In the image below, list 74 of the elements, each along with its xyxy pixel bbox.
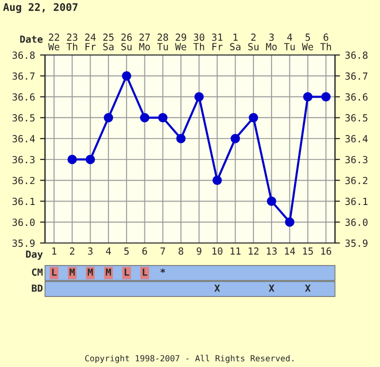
point (140, 112, 150, 122)
x-tick-label: 9 (196, 247, 202, 255)
point (212, 176, 222, 186)
y-tick-label: 36.8 (12, 52, 35, 59)
x2-tick-label: 5 We (302, 34, 314, 50)
y2-tick-label: 36.2 (345, 176, 368, 184)
y2-tick-label: 36.5 (345, 114, 368, 122)
x2-tick-label: 28 Tu (157, 34, 168, 50)
y2-tick-label: 35.9 (345, 240, 368, 247)
text: CM (32, 268, 43, 276)
x-tick-label: 14 (285, 248, 296, 255)
x2-tick-label: 23 Th (66, 34, 78, 50)
x-tick-label: 16 (321, 247, 332, 255)
x-tick-label: 13 (266, 247, 277, 255)
x2-axis-title: Date (20, 36, 43, 43)
y-tick-label: 36.4 (12, 135, 35, 142)
x-tick-label: 2 (70, 247, 74, 255)
y2-tick-label: 36.0 (345, 218, 368, 226)
text: X X X (214, 284, 311, 292)
text: BD (32, 284, 43, 292)
point (68, 154, 77, 164)
y-tick-label: 36.3 (12, 156, 35, 164)
text: Copyright 1998-2007 - All Rights Reserved. (85, 354, 294, 364)
x2-tick-label: 24 Fr (85, 34, 96, 50)
x2-tick-label: 6 Th (320, 34, 331, 50)
point (303, 92, 312, 102)
point (104, 112, 114, 122)
y-tick-label: 36.6 (12, 93, 35, 101)
y-tick-label: 35.9 (12, 240, 35, 247)
x-tick-label: 4 (106, 248, 111, 255)
point (176, 134, 186, 144)
x-tick-label: 7 (160, 248, 166, 255)
x-tick-label: 1 (52, 248, 56, 255)
y-tick-label: 36.7 (12, 72, 35, 80)
point (194, 92, 204, 102)
point (285, 217, 294, 227)
y2-tick-label: 36.4 (345, 135, 368, 142)
y-tick-label: 36.5 (12, 114, 34, 122)
x-tick-label: 8 (178, 247, 184, 255)
x-tick-label: 11 (230, 248, 241, 255)
x2-tick-label: 31 Fr (212, 34, 223, 50)
x2-tick-label: 27 Mo (139, 34, 150, 50)
x2-tick-label: 4 Tu (284, 34, 295, 50)
x-tick-label: 3 (88, 247, 93, 255)
x2-tick-label: 2 Su (248, 34, 258, 50)
point (230, 134, 240, 144)
x-tick-label: 6 (142, 247, 147, 255)
point (248, 112, 258, 122)
y2-tick-label: 36.3 (345, 156, 368, 164)
x2-tick-label: 26 Su (121, 34, 132, 50)
y2-tick-label: 36.8 (345, 52, 368, 59)
point (266, 196, 276, 206)
y2-tick-label: 36.1 (345, 198, 368, 206)
x-axis-title: Day (26, 250, 43, 260)
x-tick-label: 5 (124, 248, 129, 255)
y2-tick-label: 36.6 (345, 93, 368, 101)
chart-title: Aug 22, 2007 (3, 3, 78, 14)
x2-tick-label: 30 Th (193, 34, 204, 50)
point (86, 154, 95, 164)
x2-tick-label: 1 Sa (230, 34, 240, 50)
x2-tick-label: 22 We (48, 34, 60, 50)
point (122, 71, 132, 81)
x-tick-label: 12 (248, 247, 258, 255)
y-tick-label: 36.2 (12, 176, 34, 184)
x-tick-label: 15 (303, 248, 313, 255)
x-tick-label: 10 (212, 247, 222, 255)
x2-tick-label: 29 We (175, 34, 186, 50)
y-tick-label: 36.0 (12, 218, 35, 226)
point (158, 112, 168, 122)
x2-tick-label: 3 Mo (266, 34, 277, 50)
x2-tick-label: 25 Sa (103, 34, 114, 50)
point (321, 92, 331, 102)
y-tick-label: 36.1 (12, 198, 35, 206)
y2-tick-label: 36.7 (345, 72, 368, 80)
